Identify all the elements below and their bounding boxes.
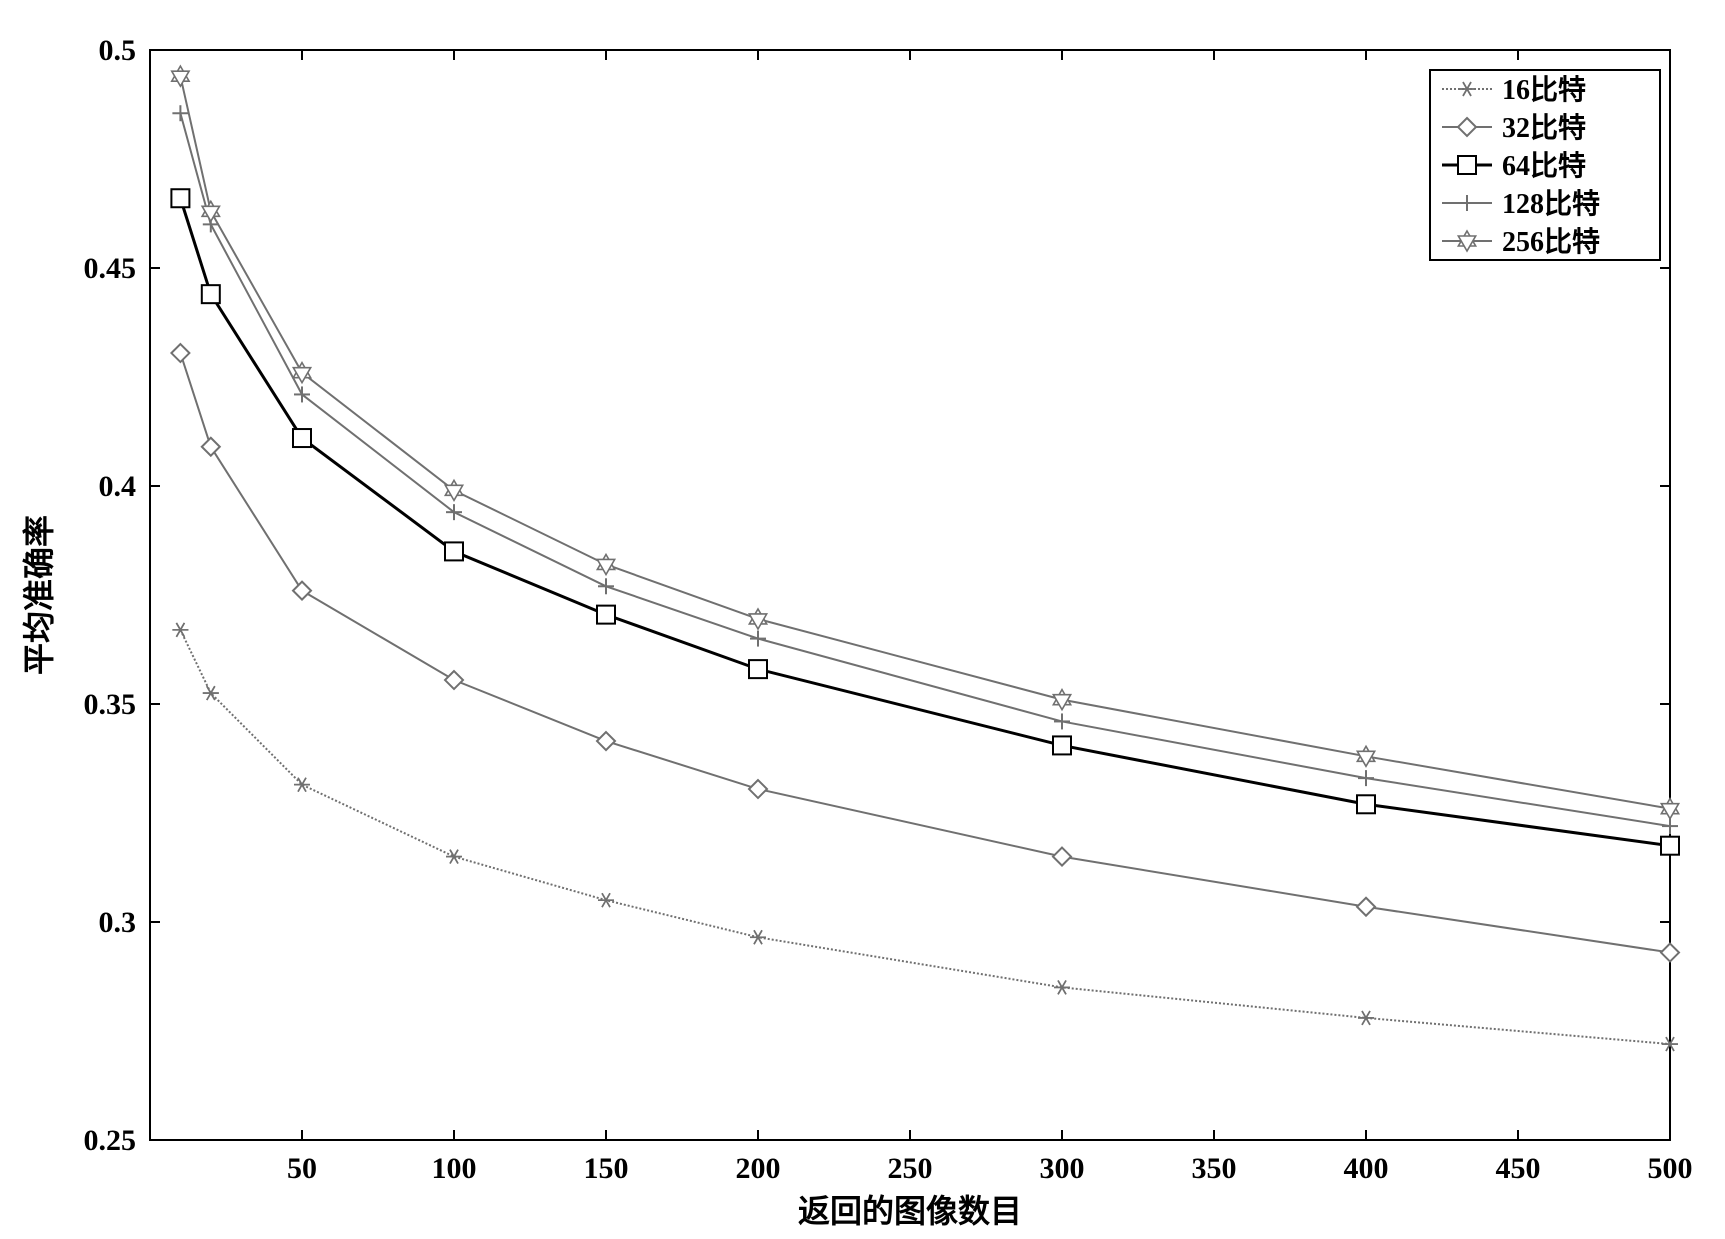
legend-label: 64比特	[1502, 150, 1586, 182]
line-chart: 50 100 150 200 250 300 350 400 450 500 0.25 0.3 0.35…	[0, 0, 1725, 1239]
marker	[1053, 848, 1071, 866]
marker	[1357, 898, 1375, 916]
x-tick-label: 400	[1344, 1152, 1389, 1185]
y-tick-label: 0.5	[99, 34, 137, 67]
marker	[445, 542, 463, 560]
marker	[202, 438, 220, 456]
series-1	[171, 344, 1679, 962]
marker	[1054, 980, 1070, 994]
marker	[598, 578, 614, 594]
chart-container: 50 100 150 200 250 300 350 400 450 500 0.25 0.3 0.35…	[0, 0, 1725, 1239]
marker	[597, 732, 615, 750]
y-tick-label: 0.4	[99, 470, 137, 503]
x-tick-label: 150	[584, 1152, 629, 1185]
marker	[1053, 690, 1070, 710]
series-line	[180, 198, 1670, 845]
marker	[171, 344, 189, 362]
series-line	[180, 630, 1670, 1044]
series-line	[180, 353, 1670, 953]
x-tick-label: 200	[736, 1152, 781, 1185]
x-tick-label: 100	[432, 1152, 477, 1185]
marker	[293, 429, 311, 447]
x-axis-label: 返回的图像数目	[798, 1193, 1022, 1229]
marker	[1357, 795, 1375, 813]
marker	[445, 671, 463, 689]
marker	[1053, 736, 1071, 754]
marker	[172, 623, 188, 637]
marker	[293, 363, 310, 383]
marker	[1358, 1011, 1374, 1025]
marker	[749, 609, 766, 629]
x-tick-label: 300	[1040, 1152, 1085, 1185]
marker	[172, 105, 188, 121]
marker	[172, 66, 189, 86]
marker	[445, 480, 462, 500]
marker	[750, 930, 766, 944]
marker	[598, 893, 614, 907]
y-tick-label: 0.25	[84, 1124, 137, 1157]
marker	[294, 778, 310, 792]
legend-label: 256比特	[1502, 226, 1600, 258]
marker	[597, 606, 615, 624]
marker	[1358, 770, 1374, 786]
marker	[1357, 746, 1374, 766]
marker	[171, 189, 189, 207]
x-tick-label: 450	[1496, 1152, 1541, 1185]
marker	[1661, 837, 1679, 855]
x-tick-label: 50	[287, 1152, 317, 1185]
y-tick-label: 0.45	[84, 252, 137, 285]
marker	[293, 582, 311, 600]
marker	[749, 660, 767, 678]
marker	[1054, 713, 1070, 729]
marker	[1661, 799, 1678, 819]
legend-label: 128比特	[1502, 188, 1600, 220]
marker	[202, 285, 220, 303]
series-2	[171, 189, 1679, 854]
y-tick-label: 0.3	[99, 906, 137, 939]
x-tick-label: 250	[888, 1152, 933, 1185]
marker	[750, 631, 766, 647]
marker	[597, 554, 614, 574]
x-tick-label: 500	[1648, 1152, 1693, 1185]
marker	[1661, 944, 1679, 962]
marker	[446, 850, 462, 864]
marker	[1662, 818, 1678, 834]
y-axis-label: 平均准确率	[21, 515, 57, 675]
y-tick-label: 0.35	[84, 688, 137, 721]
x-tick-label: 350	[1192, 1152, 1237, 1185]
legend-label: 16比特	[1502, 74, 1586, 106]
series-0	[172, 623, 1678, 1051]
legend-label: 32比特	[1502, 112, 1586, 144]
legend-marker	[1458, 156, 1476, 174]
marker	[749, 780, 767, 798]
